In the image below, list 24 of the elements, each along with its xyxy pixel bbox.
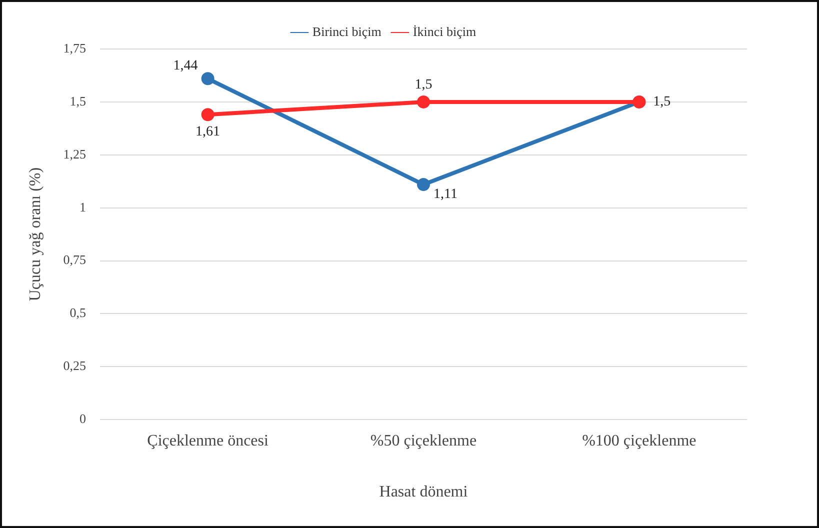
x-tick-label: Çiçeklenme öncesi — [147, 432, 269, 450]
annotation: 1,11 — [433, 187, 458, 202]
y-tick-label: 0,25 — [63, 358, 86, 374]
annotation: 1,5 — [414, 78, 432, 93]
annotation: 1,5 — [653, 94, 671, 110]
annotation: 1,44 — [173, 58, 198, 74]
y-tick-label: 1,75 — [63, 40, 86, 56]
point — [416, 178, 430, 192]
y-tick-label: 0,75 — [63, 252, 86, 268]
y-tick-label: 0 — [79, 411, 86, 426]
legend-label: İkinci biçim — [412, 24, 476, 39]
x-tick-label: %100 çiçeklenme — [582, 432, 696, 450]
point — [201, 108, 214, 122]
y-axis-title: Uçucu yağ oranı (%) — [26, 167, 44, 302]
legend-label: Birinci biçim — [312, 24, 382, 39]
x-axis-title: Hasat dönemi — [379, 484, 468, 501]
y-tick-label: 1,5 — [70, 93, 86, 108]
x-tick-label: %50 çiçeklenme — [370, 432, 477, 450]
y-tick-label: 1,25 — [63, 146, 86, 162]
y-tick-label: 1 — [79, 199, 86, 214]
annotation: 1,61 — [196, 124, 220, 140]
y-tick-label: 0,5 — [70, 305, 86, 320]
point — [416, 95, 430, 108]
point — [201, 72, 214, 86]
